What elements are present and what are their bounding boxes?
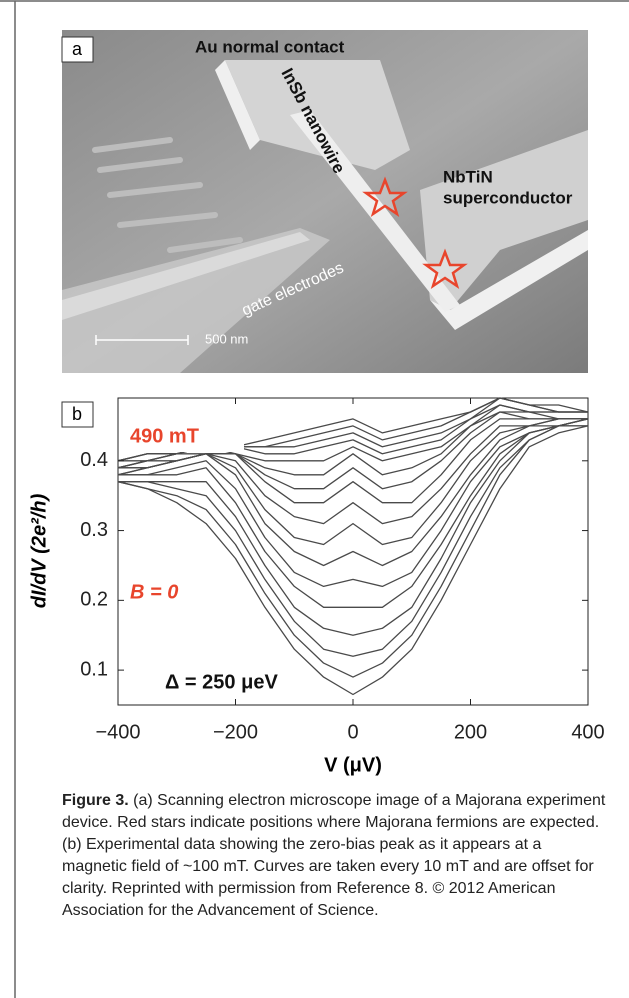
- curve: [117, 425, 589, 696]
- x-tick-label: 400: [571, 721, 604, 743]
- y-axis-label: dI/dV (2e²/h): [28, 493, 50, 608]
- y-tick-label: 0.3: [80, 519, 108, 541]
- annotation: Δ = 250 μeV: [165, 671, 278, 693]
- caption-text: (a) Scanning electron microscope image o…: [62, 792, 606, 919]
- scale-bar-label: 500 nm: [205, 331, 248, 346]
- panel-label-box: [61, 401, 94, 428]
- y-tick-label: 0.2: [80, 589, 108, 611]
- caption: Figure 3. (a) Scanning electron microsco…: [62, 790, 607, 922]
- curve: [118, 418, 589, 608]
- panel-label: b: [72, 404, 82, 424]
- curve: [118, 425, 588, 657]
- x-tick-label: 200: [454, 721, 487, 743]
- sem-label: superconductor: [443, 188, 573, 207]
- sem-label: Au normal contact: [195, 37, 345, 56]
- annotation: B = 0: [130, 581, 178, 603]
- x-axis-label: V (μV): [324, 754, 382, 776]
- x-tick-label: −200: [213, 721, 258, 743]
- y-tick-label: 0.1: [80, 658, 108, 680]
- curve: [117, 425, 588, 678]
- panel-label-box: [61, 36, 94, 63]
- y-tick-label: 0.4: [80, 449, 108, 471]
- curve: [117, 411, 588, 490]
- curve: [118, 418, 589, 588]
- annotation-bg: [124, 422, 244, 452]
- curve: [117, 411, 588, 476]
- x-tick-label: 0: [347, 721, 358, 743]
- curve: [118, 418, 589, 636]
- x-tick-label: −400: [95, 721, 140, 743]
- panel-label: a: [72, 39, 83, 59]
- annotation: 490 mT: [130, 425, 199, 447]
- sem-label: NbTiN: [443, 167, 493, 186]
- sem-image: [62, 30, 588, 373]
- caption-label: Figure 3.: [62, 792, 129, 809]
- curves: [117, 397, 589, 696]
